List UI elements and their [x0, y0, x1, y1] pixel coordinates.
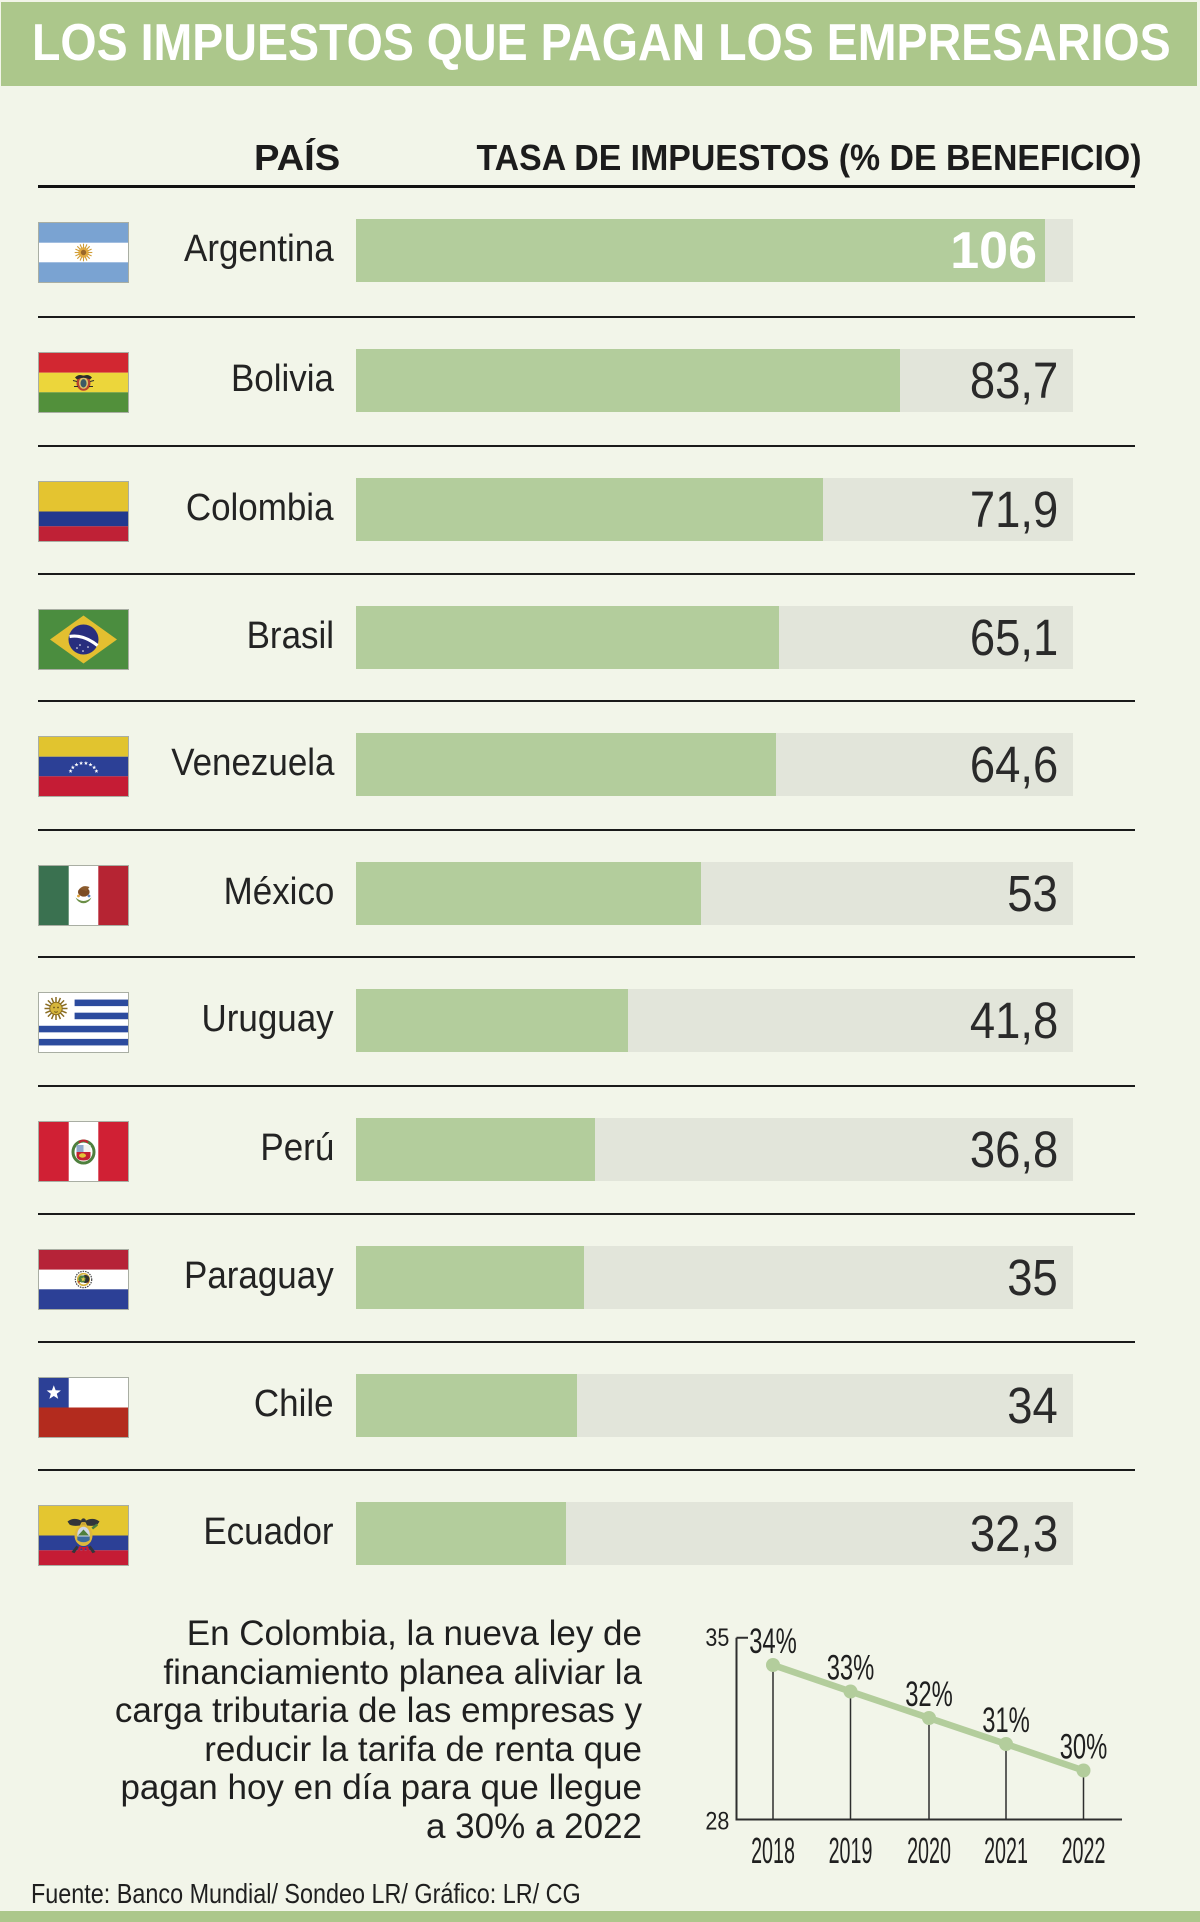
svg-text:2022: 2022 [1062, 1831, 1106, 1872]
svg-text:32%: 32% [905, 1676, 953, 1715]
svg-text:28: 28 [705, 1807, 729, 1835]
svg-text:33%: 33% [827, 1649, 875, 1688]
svg-text:35: 35 [705, 1623, 729, 1651]
svg-text:2021: 2021 [984, 1831, 1028, 1872]
svg-text:31%: 31% [982, 1702, 1030, 1741]
svg-text:2018: 2018 [751, 1831, 795, 1872]
svg-text:2020: 2020 [907, 1831, 951, 1872]
svg-text:34%: 34% [749, 1623, 797, 1662]
svg-text:2019: 2019 [829, 1831, 873, 1872]
svg-text:30%: 30% [1060, 1728, 1108, 1767]
